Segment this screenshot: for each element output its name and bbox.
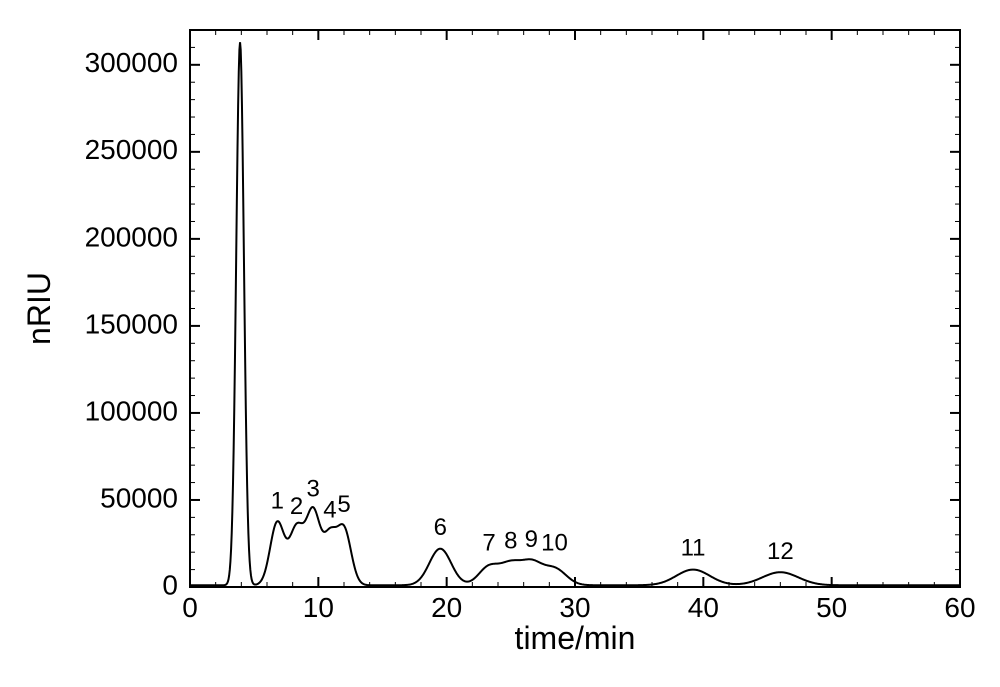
y-tick-label: 50000 [100,482,178,513]
y-minor-ticks [190,30,960,570]
y-tick-label: 0 [162,569,178,600]
x-tick-label: 60 [944,592,975,623]
peak-label: 8 [504,528,517,555]
chart-svg: 050000100000150000200000250000300000 010… [0,0,1000,687]
x-tick-label: 30 [559,592,590,623]
x-tick-label: 10 [303,592,334,623]
peak-label: 6 [434,514,447,541]
y-axis-title: nRIU [21,272,57,345]
y-tick-label: 150000 [85,308,178,339]
peak-label: 3 [307,475,320,502]
y-tick-label: 100000 [85,395,178,426]
x-tick-label: 20 [431,592,462,623]
peak-label: 5 [337,491,350,518]
y-ticks [190,65,960,587]
peak-label: 4 [323,496,336,523]
peak-label: 1 [271,488,284,515]
y-tick-label: 300000 [85,47,178,78]
x-axis-title: time/min [515,620,636,656]
x-tick-label: 50 [816,592,847,623]
peak-labels: 123456789101112 [271,475,794,565]
peak-label: 10 [541,529,568,556]
x-tick-label: 40 [688,592,719,623]
peak-label: 12 [767,538,794,565]
peak-label: 2 [290,493,303,520]
y-tick-label: 200000 [85,221,178,252]
peak-label: 11 [681,535,706,562]
chromatogram-trace [190,42,960,585]
y-tick-label: 250000 [85,134,178,165]
y-tick-labels: 0 50000 100000 150000 200000 250000 300000 [85,47,178,600]
x-tick-label: 0 [182,592,198,623]
x-tick-labels: 0 10 20 30 40 50 60 [182,592,975,623]
peak-label: 7 [482,529,495,556]
plot-frame [190,30,960,587]
x-ticks [190,30,960,587]
chromatogram-chart: 050000100000150000200000250000300000 010… [0,0,1000,687]
peak-label: 9 [525,526,538,553]
